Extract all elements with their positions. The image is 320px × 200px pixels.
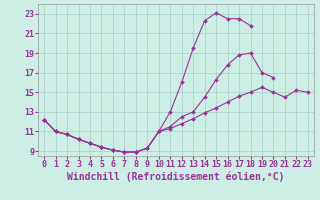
X-axis label: Windchill (Refroidissement éolien,°C): Windchill (Refroidissement éolien,°C) [67, 172, 285, 182]
